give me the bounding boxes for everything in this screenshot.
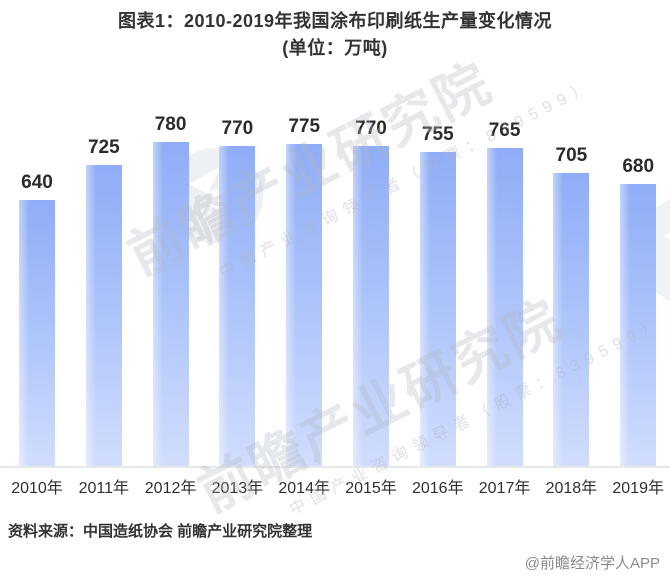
watermark-tagline-text: 中国产业咨询领导者（股票：839599） <box>216 77 597 282</box>
chart-header: 图表1：2010-2019年我国涂布印刷纸生产量变化情况 (单位：万吨) <box>0 8 670 62</box>
x-axis-label: 2018年 <box>545 480 598 497</box>
bar-2017年 <box>486 148 523 466</box>
credit-note: @前瞻经济学人APP <box>524 555 660 572</box>
x-axis-label: 2013年 <box>211 480 264 497</box>
bar-2012年 <box>152 142 189 466</box>
x-axis-label: 2019年 <box>612 480 664 497</box>
x-axis-line <box>0 466 670 468</box>
bar-2013年 <box>219 146 256 466</box>
source-note: 资料来源：中国造纸协会 前瞻产业研究院整理 <box>8 523 313 540</box>
bar-2010年 <box>19 200 55 466</box>
bar-2018年 <box>553 173 590 466</box>
chart-title: 图表1：2010-2019年我国涂布印刷纸生产量变化情况 <box>117 11 553 31</box>
chart-unit-label: (单位：万吨) <box>282 38 388 58</box>
x-axis-label: 2014年 <box>278 480 330 497</box>
bar-value-label: 780 <box>154 114 187 135</box>
x-axis-label: 2012年 <box>144 480 197 497</box>
bar-value-label: 770 <box>355 118 387 139</box>
bar-value-label: 705 <box>555 145 588 166</box>
bar-value-label: 680 <box>622 156 655 177</box>
bar-2014年 <box>286 144 323 466</box>
x-axis-label: 2016年 <box>411 480 464 497</box>
x-axis-label: 2010年 <box>11 480 63 497</box>
bar-value-label: 640 <box>21 172 53 193</box>
bar-value-label: 775 <box>288 116 321 137</box>
bar-2015年 <box>353 146 389 466</box>
bar-2019年 <box>620 184 657 466</box>
x-axis-label: 2011年 <box>78 480 129 497</box>
bar-value-label: 755 <box>421 124 454 145</box>
bar-value-label: 770 <box>221 118 254 139</box>
bar-2011年 <box>85 165 122 466</box>
x-axis-label: 2015年 <box>345 480 397 497</box>
bar-value-label: 765 <box>488 120 521 141</box>
bar-2016年 <box>419 152 456 466</box>
x-axis-label: 2017年 <box>478 480 531 497</box>
bar-value-label: 725 <box>87 137 120 158</box>
